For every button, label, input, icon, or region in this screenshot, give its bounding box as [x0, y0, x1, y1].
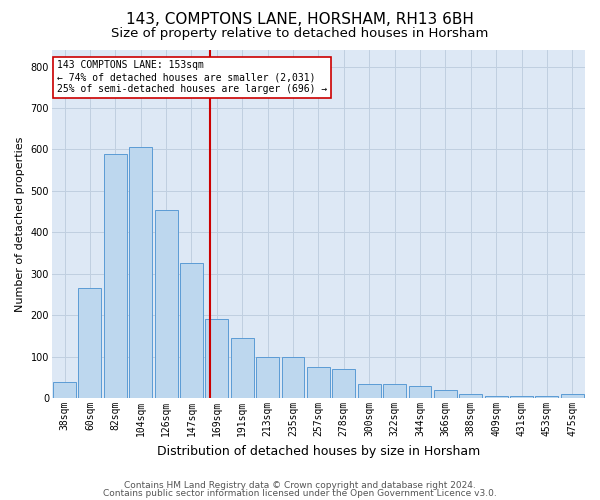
Text: Size of property relative to detached houses in Horsham: Size of property relative to detached ho…	[112, 28, 488, 40]
Bar	[358, 384, 380, 398]
Bar	[460, 394, 482, 398]
Text: Contains public sector information licensed under the Open Government Licence v3: Contains public sector information licen…	[103, 488, 497, 498]
Text: Contains HM Land Registry data © Crown copyright and database right 2024.: Contains HM Land Registry data © Crown c…	[124, 481, 476, 490]
Bar	[332, 369, 355, 398]
Bar	[307, 367, 330, 398]
Bar	[231, 338, 254, 398]
Bar	[79, 288, 101, 398]
Bar	[53, 382, 76, 398]
Bar	[510, 396, 533, 398]
Bar	[129, 148, 152, 398]
Text: 143 COMPTONS LANE: 153sqm
← 74% of detached houses are smaller (2,031)
25% of se: 143 COMPTONS LANE: 153sqm ← 74% of detac…	[57, 60, 328, 94]
Bar	[256, 356, 279, 398]
Bar	[205, 320, 228, 398]
Bar	[409, 386, 431, 398]
Bar	[383, 384, 406, 398]
Bar	[434, 390, 457, 398]
Y-axis label: Number of detached properties: Number of detached properties	[15, 136, 25, 312]
Bar	[104, 154, 127, 398]
Bar	[281, 356, 304, 398]
Bar	[155, 210, 178, 398]
Bar	[180, 264, 203, 398]
Bar	[485, 396, 508, 398]
X-axis label: Distribution of detached houses by size in Horsham: Distribution of detached houses by size …	[157, 444, 480, 458]
Bar	[535, 396, 559, 398]
Text: 143, COMPTONS LANE, HORSHAM, RH13 6BH: 143, COMPTONS LANE, HORSHAM, RH13 6BH	[126, 12, 474, 28]
Bar	[561, 394, 584, 398]
